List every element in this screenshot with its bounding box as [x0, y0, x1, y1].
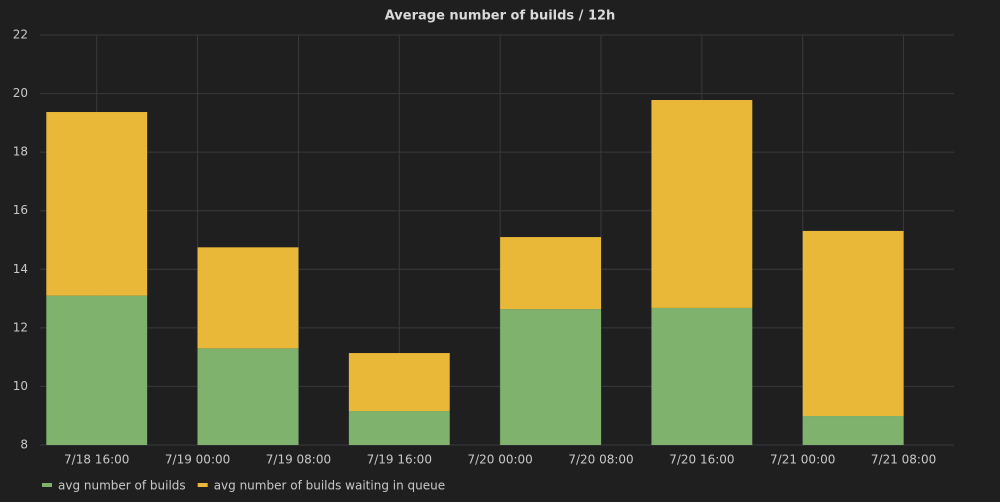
- y-tick-label: 16: [13, 203, 28, 217]
- bar-segment: [197, 348, 299, 445]
- bar-segment: [651, 100, 753, 308]
- y-tick-label: 14: [13, 262, 28, 276]
- bar-segment: [46, 112, 148, 296]
- x-tick-label: 7/18 16:00: [64, 453, 129, 467]
- y-tick-label: 22: [13, 28, 28, 42]
- x-tick-label: 7/21 00:00: [770, 453, 835, 467]
- legend-label: avg number of builds waiting in queue: [214, 479, 445, 493]
- legend-swatch: [42, 483, 52, 487]
- bar-segment: [348, 411, 450, 445]
- x-tick-label: 7/19 16:00: [367, 453, 432, 467]
- bar-segment: [348, 353, 450, 412]
- legend-label: avg number of builds: [58, 479, 186, 493]
- bar-segment: [802, 230, 904, 417]
- y-tick-label: 10: [13, 379, 28, 393]
- bar-segment: [46, 295, 148, 445]
- bar-segment: [500, 309, 602, 445]
- y-tick-label: 18: [13, 145, 28, 159]
- x-tick-label: 7/20 00:00: [467, 453, 532, 467]
- chart-title: Average number of builds / 12h: [385, 9, 616, 24]
- bar-segment: [197, 247, 299, 349]
- x-tick-label: 7/20 16:00: [669, 453, 734, 467]
- x-tick-label: 7/20 08:00: [568, 453, 633, 467]
- x-tick-label: 7/19 00:00: [165, 453, 230, 467]
- y-tick-label: 12: [13, 320, 28, 334]
- y-tick-label: 8: [20, 438, 28, 452]
- x-tick-label: 7/21 08:00: [871, 453, 936, 467]
- bar-segment: [802, 416, 904, 445]
- bar-segment: [651, 307, 753, 445]
- bar-segment: [500, 237, 602, 310]
- x-tick-label: 7/19 08:00: [266, 453, 331, 467]
- y-tick-label: 20: [13, 86, 28, 100]
- legend-swatch: [197, 483, 208, 487]
